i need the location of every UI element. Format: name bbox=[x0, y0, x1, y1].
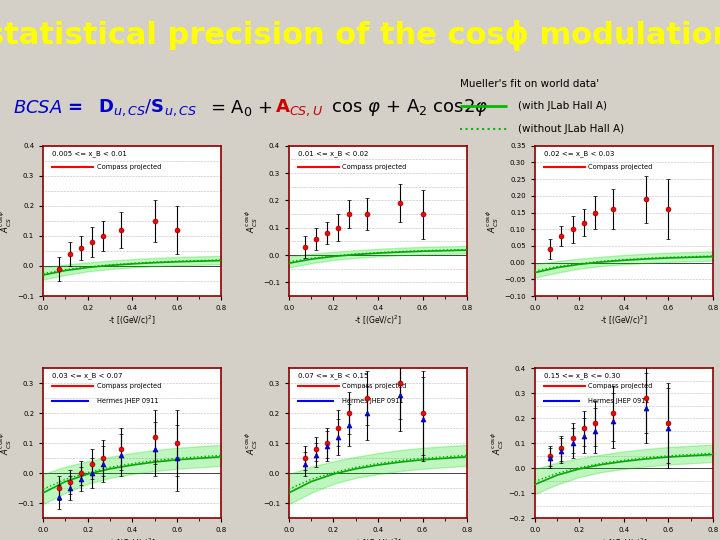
Text: Compass projected: Compass projected bbox=[343, 383, 407, 389]
Text: Mueller's fit on world data': Mueller's fit on world data' bbox=[460, 79, 599, 89]
Text: cos $\varphi$ + A$_2$ cos2$\varphi$: cos $\varphi$ + A$_2$ cos2$\varphi$ bbox=[326, 98, 488, 118]
Text: 0.02 <= x_B < 0.03: 0.02 <= x_B < 0.03 bbox=[544, 150, 614, 157]
Text: 0.15 <= x_B <= 0.30: 0.15 <= x_B <= 0.30 bbox=[544, 373, 620, 380]
Text: 0.005 <= x_B < 0.01: 0.005 <= x_B < 0.01 bbox=[52, 150, 127, 157]
Y-axis label: $A_{CS}^{\cos\phi}$: $A_{CS}^{\cos\phi}$ bbox=[0, 209, 14, 233]
Y-axis label: $A_{CS}^{\cos\phi}$: $A_{CS}^{\cos\phi}$ bbox=[244, 431, 260, 455]
Y-axis label: $A_{CS}^{\cos\phi}$: $A_{CS}^{\cos\phi}$ bbox=[244, 209, 260, 233]
Text: Compass projected: Compass projected bbox=[588, 383, 652, 389]
X-axis label: -t [(GeV/c)$^2$]: -t [(GeV/c)$^2$] bbox=[109, 536, 156, 540]
Text: 0.07 <= x_B < 0.15: 0.07 <= x_B < 0.15 bbox=[298, 373, 368, 380]
Text: (without JLab Hall A): (without JLab Hall A) bbox=[518, 124, 624, 134]
Text: 0.03 <= x_B < 0.07: 0.03 <= x_B < 0.07 bbox=[52, 373, 122, 380]
Text: Compass projected: Compass projected bbox=[343, 164, 407, 170]
Text: Compass projected: Compass projected bbox=[96, 383, 161, 389]
Text: Hermes JHEP 0911: Hermes JHEP 0911 bbox=[343, 398, 404, 404]
Text: Compass projected: Compass projected bbox=[588, 164, 652, 170]
Y-axis label: $A_{CS}^{\cos\phi}$: $A_{CS}^{\cos\phi}$ bbox=[485, 209, 501, 233]
Text: Hermes JHEP 0911: Hermes JHEP 0911 bbox=[588, 398, 649, 404]
Y-axis label: $A_{CS}^{\cos\phi}$: $A_{CS}^{\cos\phi}$ bbox=[0, 431, 14, 455]
X-axis label: -t [(GeV/c)$^2$]: -t [(GeV/c)$^2$] bbox=[600, 314, 647, 327]
Text: Hermes JHEP 0911: Hermes JHEP 0911 bbox=[96, 398, 158, 404]
X-axis label: -t [(GeV/c)$^2$]: -t [(GeV/c)$^2$] bbox=[600, 536, 647, 540]
Text: statistical precision of the cosϕ modulation: statistical precision of the cosϕ modula… bbox=[0, 19, 720, 51]
Text: = A$_0$ +: = A$_0$ + bbox=[210, 98, 274, 118]
Text: (with JLab Hall A): (with JLab Hall A) bbox=[518, 102, 606, 111]
X-axis label: -t [(GeV/c)$^2$]: -t [(GeV/c)$^2$] bbox=[354, 536, 402, 540]
Text: $\mathit{BCSA}$ =: $\mathit{BCSA}$ = bbox=[14, 99, 86, 117]
Text: Compass projected: Compass projected bbox=[96, 164, 161, 170]
Text: $\mathbf{D}_{u,CS}$/$\mathbf{S}_{u,CS}$: $\mathbf{D}_{u,CS}$/$\mathbf{S}_{u,CS}$ bbox=[98, 98, 197, 118]
Y-axis label: $A_{CS}^{\cos\phi}$: $A_{CS}^{\cos\phi}$ bbox=[490, 431, 505, 455]
X-axis label: -t [(GeV/c)$^2$]: -t [(GeV/c)$^2$] bbox=[354, 314, 402, 327]
Text: 0.01 <= x_B < 0.02: 0.01 <= x_B < 0.02 bbox=[298, 150, 368, 157]
X-axis label: -t [(GeV/c)$^2$]: -t [(GeV/c)$^2$] bbox=[109, 314, 156, 327]
Text: A$_{CS,U}$: A$_{CS,U}$ bbox=[274, 98, 323, 118]
